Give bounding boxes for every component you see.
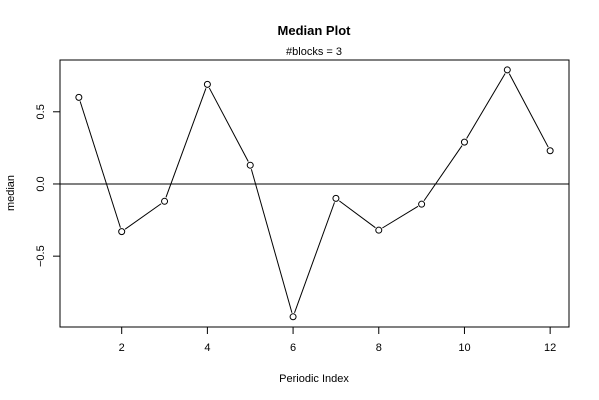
series-segment [338, 200, 376, 229]
chart-title: Median Plot [278, 23, 352, 38]
data-point [203, 80, 211, 88]
data-point [418, 200, 426, 208]
series-segment [79, 101, 121, 228]
series-segment [382, 205, 419, 229]
series-segment [466, 73, 506, 139]
series-segment [250, 169, 293, 313]
data-point [460, 138, 468, 146]
data-point [546, 147, 554, 155]
x-tick-label: 2 [119, 342, 125, 354]
y-tick-label: 0.5 [35, 104, 47, 119]
data-point [375, 226, 383, 234]
series-segment [508, 73, 549, 148]
data-point [118, 228, 126, 236]
x-axis: 2 4 6 8 10 12 [119, 326, 556, 354]
x-tick-label: 6 [290, 342, 296, 354]
data-point [332, 194, 340, 202]
data-point [75, 93, 83, 101]
series-segment [124, 203, 162, 230]
y-tick-label: −0.5 [35, 245, 47, 267]
y-tick-label: 0.0 [35, 176, 47, 191]
series-segment [294, 202, 335, 314]
data-point [246, 161, 254, 169]
data-point [289, 313, 297, 321]
x-tick-label: 10 [458, 342, 470, 354]
y-axis-label: median [5, 175, 17, 211]
x-axis-label: Periodic Index [279, 373, 349, 385]
data-points-group [75, 66, 554, 321]
series-segment [165, 88, 207, 198]
chart-subtitle: #blocks = 3 [286, 46, 342, 58]
y-axis: −0.5 0.0 0.5 [35, 104, 61, 267]
series-line-group [79, 73, 549, 314]
series-segment [208, 87, 249, 162]
x-tick-label: 4 [204, 342, 210, 354]
plot-box [59, 59, 570, 328]
data-point [503, 66, 511, 74]
x-tick-label: 8 [376, 342, 382, 354]
data-point [161, 197, 169, 205]
series-segment [423, 145, 463, 202]
x-tick-label: 12 [544, 342, 556, 354]
